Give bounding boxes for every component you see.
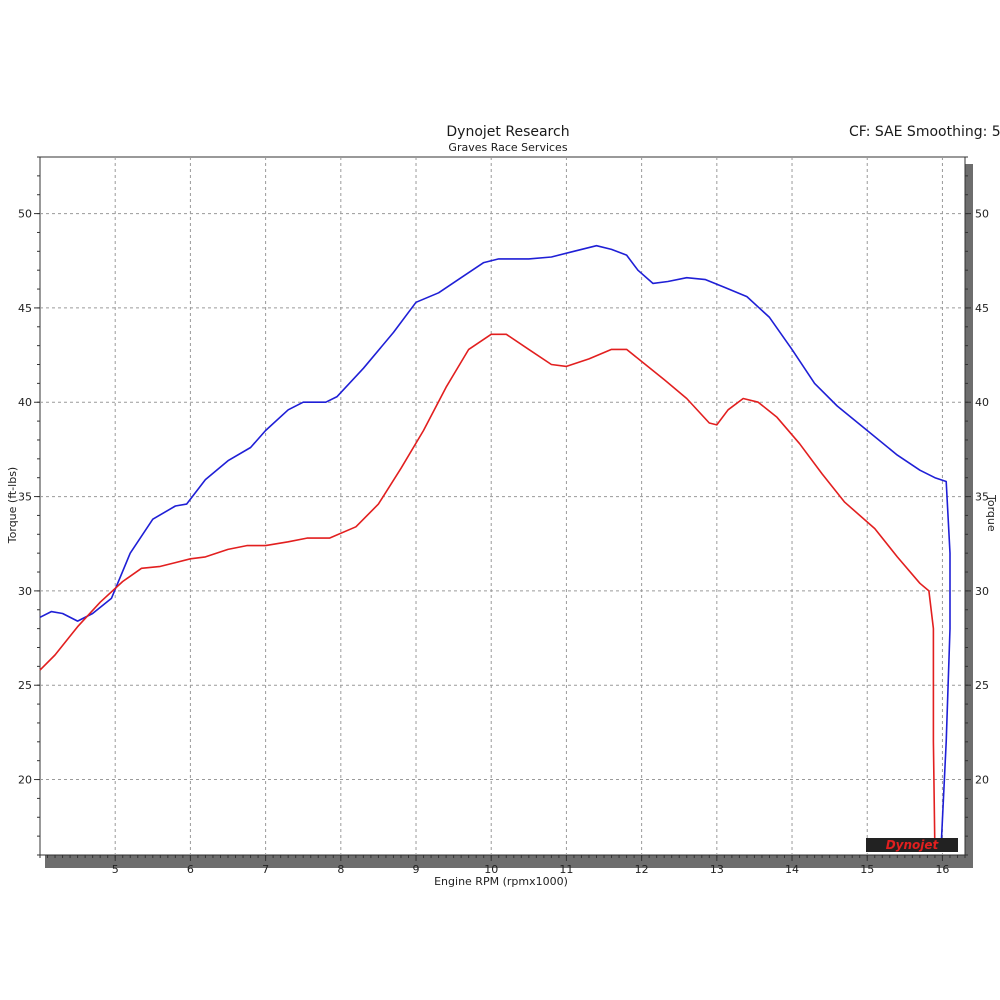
y-tick-label: 50 [18, 208, 32, 221]
y-tick-label-right: 30 [975, 585, 989, 598]
y-tick-label: 40 [18, 396, 32, 409]
dynojet-logo: Dynojet [866, 838, 958, 852]
x-tick-label: 8 [337, 863, 344, 876]
x-tick-label: 13 [710, 863, 724, 876]
x-tick-label: 15 [860, 863, 874, 876]
series-line-2 [39, 333, 936, 852]
x-tick-label: 9 [413, 863, 420, 876]
y-tick-label-right: 50 [975, 208, 989, 221]
series-layer [39, 244, 951, 852]
y-tick-label-right: 45 [975, 302, 989, 315]
y-tick-label: 25 [18, 679, 32, 692]
chart-subtitle: Graves Race Services [448, 141, 567, 154]
y-axis-label-right: Torque [985, 494, 998, 532]
x-tick-label: 5 [112, 863, 119, 876]
correction-factor-label: CF: SAE Smoothing: 5 [849, 124, 1000, 140]
y-tick-label: 20 [18, 774, 32, 787]
y-tick-label: 45 [18, 302, 32, 315]
x-tick-label: 11 [559, 863, 573, 876]
plot-area [39, 156, 966, 856]
axes: 5 6 7 8 9 10 11 12 13 14 15 16 20 20 25 25 30 30 35 35 40 40 4… [18, 156, 989, 876]
y-axis-label: Torque (ft-lbs) [6, 467, 19, 544]
x-tick-label: 14 [785, 863, 799, 876]
dynojet-logo-text: Dynojet [886, 838, 940, 852]
x-tick-label: 10 [484, 863, 498, 876]
y-tick-label-right: 35 [975, 491, 989, 504]
y-tick-label: 35 [18, 491, 32, 504]
x-axis-label: Engine RPM (rpmx1000) [434, 875, 568, 888]
y-tick-label: 30 [18, 585, 32, 598]
y-tick-label-right: 40 [975, 396, 989, 409]
grid [40, 157, 965, 855]
series-line-1 [39, 244, 951, 852]
x-tick-label: 16 [935, 863, 949, 876]
x-tick-label: 6 [187, 863, 194, 876]
y-tick-label-right: 25 [975, 679, 989, 692]
chart-title: Dynojet Research [446, 124, 569, 140]
x-tick-label: 7 [262, 863, 269, 876]
y-tick-label-right: 20 [975, 774, 989, 787]
x-tick-label: 12 [635, 863, 649, 876]
